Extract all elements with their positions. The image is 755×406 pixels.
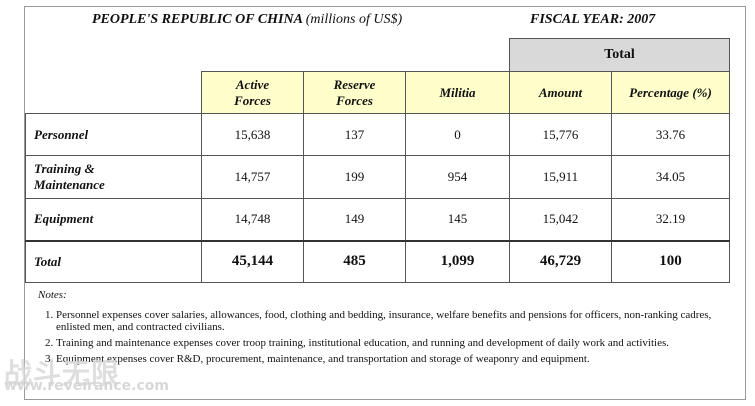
row-header-equipment: Equipment xyxy=(25,198,202,242)
cell-value: 485 xyxy=(303,240,406,283)
blank-cell xyxy=(26,39,510,72)
table-row-training-maintenance: Training & Maintenance 14,757 199 954 15… xyxy=(25,155,730,199)
cell-value: 46,729 xyxy=(509,240,612,283)
cell-value: 33.76 xyxy=(611,113,730,156)
cell-value: 954 xyxy=(405,155,510,199)
row-header-personnel: Personnel xyxy=(25,113,202,156)
notes-list: Personnel expenses cover salaries, allow… xyxy=(38,309,728,365)
row-header-training-maintenance: Training & Maintenance xyxy=(25,155,202,199)
cell-value: 145 xyxy=(405,198,510,242)
cell-value: 34.05 xyxy=(611,155,730,199)
column-header-row: Active Forces Reserve Forces Militia Amo… xyxy=(25,71,730,114)
cell-value: 45,144 xyxy=(201,240,304,283)
cell-value: 32.19 xyxy=(611,198,730,242)
col-header-militia: Militia xyxy=(405,71,510,114)
table-row-total: Total 45,144 485 1,099 46,729 100 xyxy=(25,240,730,283)
note-item: Training and maintenance expenses cover … xyxy=(56,337,728,349)
row-header-training-text: Training & Maintenance xyxy=(34,161,105,192)
cell-value: 15,911 xyxy=(509,155,612,199)
cell-value: 15,638 xyxy=(201,113,304,156)
page-title: PEOPLE'S REPUBLIC OF CHINA (millions of … xyxy=(92,12,402,28)
table-row-equipment: Equipment 14,748 149 145 15,042 32.19 xyxy=(25,198,730,242)
col-header-amount: Amount xyxy=(509,71,612,114)
col-header-active-forces-text: Active Forces xyxy=(234,76,271,108)
cell-value: 137 xyxy=(303,113,406,156)
corner-cell xyxy=(25,71,202,114)
cell-value: 100 xyxy=(611,240,730,283)
title-text: PEOPLE'S REPUBLIC OF CHINA xyxy=(92,12,303,27)
notes-section: Notes: Personnel expenses cover salaries… xyxy=(38,289,728,369)
budget-table: Total Active Forces Reserve Forces Milit… xyxy=(25,38,730,283)
col-header-percentage: Percentage (%) xyxy=(611,71,730,114)
units-text: (millions of US$) xyxy=(305,12,403,27)
total-group-header: Total xyxy=(509,38,730,72)
col-header-reserve-forces: Reserve Forces xyxy=(303,71,406,114)
notes-heading: Notes: xyxy=(38,289,67,301)
cell-value: 1,099 xyxy=(405,240,510,283)
cell-value: 14,757 xyxy=(201,155,304,199)
cell-value: 149 xyxy=(303,198,406,242)
cell-value: 15,776 xyxy=(509,113,612,156)
cell-value: 14,748 xyxy=(201,198,304,242)
row-header-total: Total xyxy=(25,240,202,283)
group-header-row: Total xyxy=(26,38,730,72)
note-item: Equipment expenses cover R&D, procuremen… xyxy=(56,353,728,365)
col-header-reserve-forces-text: Reserve Forces xyxy=(333,76,376,108)
table-row-personnel: Personnel 15,638 137 0 15,776 33.76 xyxy=(25,113,730,156)
cell-value: 199 xyxy=(303,155,406,199)
cell-value: 0 xyxy=(405,113,510,156)
document-frame xyxy=(24,6,746,400)
note-item: Personnel expenses cover salaries, allow… xyxy=(56,309,728,333)
fiscal-year: FISCAL YEAR: 2007 xyxy=(530,12,656,27)
col-header-active-forces: Active Forces xyxy=(201,71,304,114)
cell-value: 15,042 xyxy=(509,198,612,242)
